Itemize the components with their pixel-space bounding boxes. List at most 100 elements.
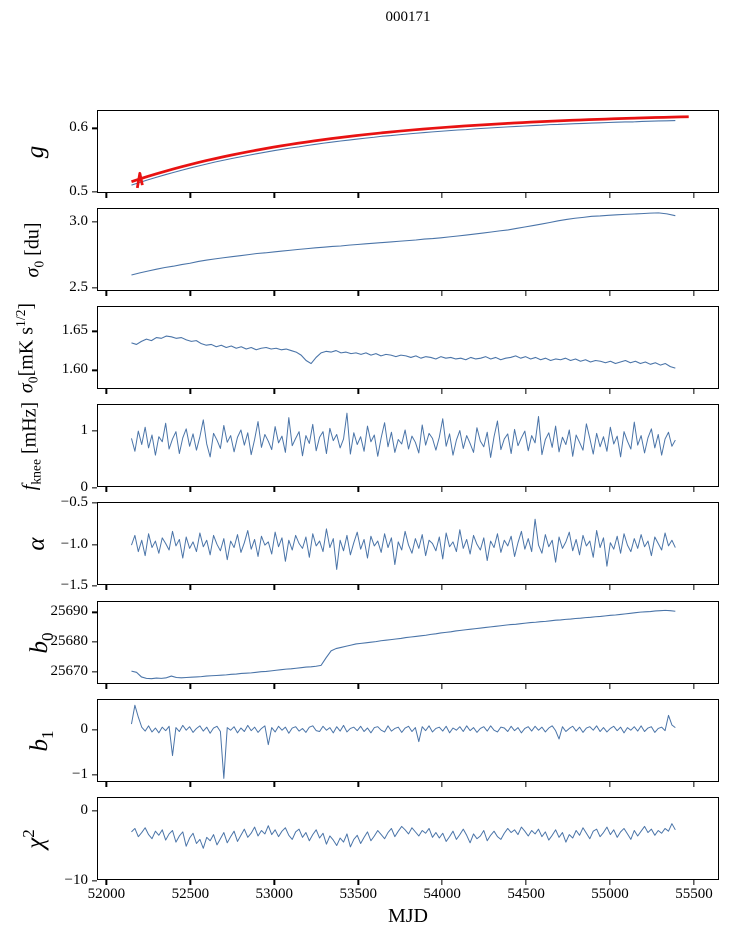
panel-sigma0-du: 2.5 3.0 xyxy=(69,208,719,296)
y-axis-label-b0-var: b xyxy=(26,640,54,654)
panel-alpha-plot xyxy=(131,518,676,570)
y-tick-label: −1.5 xyxy=(60,577,88,594)
x-tick xyxy=(525,782,527,787)
x-tick-label: 52000 xyxy=(87,886,126,902)
y-axis-label-g-var: g xyxy=(22,145,50,158)
y-axis-label-b1-var: b xyxy=(26,738,54,752)
x-tick xyxy=(189,291,191,296)
panel-g-plot xyxy=(131,115,689,189)
x-tick xyxy=(273,782,275,787)
y-tick-label: 0 xyxy=(80,721,89,738)
x-tick-label: 53500 xyxy=(339,886,377,902)
x-tick xyxy=(525,193,527,198)
y-tick-label: 25670 xyxy=(50,662,89,679)
panel-b1-plot xyxy=(130,704,676,779)
chi2-line xyxy=(131,823,676,849)
x-tick xyxy=(693,880,695,885)
panel-fknee-plot xyxy=(130,412,676,458)
y-axis-label-chi2: χ2 xyxy=(19,829,52,849)
y-tick-label: 25690 xyxy=(50,603,89,620)
x-tick xyxy=(273,389,275,394)
y-tick xyxy=(92,671,97,673)
y-tick xyxy=(92,287,97,289)
x-tick xyxy=(693,291,695,296)
x-tick-label: 52500 xyxy=(171,886,210,902)
x-tick xyxy=(609,193,611,198)
y-axis-label-b0-sub: 0 xyxy=(38,632,58,641)
x-axis-label: MJD xyxy=(387,905,428,927)
x-tick xyxy=(273,880,275,885)
y-axis-label-sigma0-du-sub: 0 xyxy=(31,260,47,268)
y-tick-label: 0.5 xyxy=(69,183,88,200)
y-tick xyxy=(92,880,97,882)
y-tick xyxy=(92,369,97,372)
x-tick xyxy=(273,291,275,296)
x-tick xyxy=(105,193,108,198)
x-tick xyxy=(189,193,191,198)
y-tick-label: 3.0 xyxy=(69,213,88,230)
y-axis-label-sigma0-du-unit: [du] xyxy=(21,222,44,261)
y-axis-label-sigma0-du-var: σ xyxy=(21,267,44,277)
sigma0-mk-line xyxy=(131,335,676,369)
figure-title: 000171 xyxy=(385,9,431,25)
y-tick xyxy=(92,429,97,432)
x-tick xyxy=(609,880,611,885)
sigma0-du-line xyxy=(131,212,676,276)
y-tick-label: −1 xyxy=(72,766,88,783)
x-tick-label: 54000 xyxy=(423,886,461,902)
y-axis-label-g: g xyxy=(20,145,52,158)
x-tick xyxy=(105,684,108,689)
x-tick xyxy=(105,291,108,296)
x-tick xyxy=(525,389,527,394)
y-axis-label-alpha: α xyxy=(21,537,53,550)
y-axis-label-alpha-var: α xyxy=(23,536,51,551)
x-tick xyxy=(189,880,191,885)
x-tick xyxy=(357,487,359,492)
x-tick xyxy=(441,193,443,198)
y-tick xyxy=(92,641,97,643)
y-tick xyxy=(92,729,97,731)
x-tick xyxy=(441,389,443,394)
y-tick xyxy=(92,502,97,504)
y-tick xyxy=(92,543,97,546)
x-tick-label: 55000 xyxy=(591,886,629,902)
x-tick xyxy=(609,291,611,296)
panel-b0-plot xyxy=(131,609,676,680)
x-tick xyxy=(105,389,108,394)
panel-alpha: −0.5 −1.0 −1.5 xyxy=(61,495,719,593)
y-tick xyxy=(92,191,97,193)
panel-sigma0-mk: 1.60 1.65 xyxy=(62,306,719,394)
x-tick xyxy=(441,487,443,492)
x-tick xyxy=(273,684,275,689)
x-tick xyxy=(273,585,275,590)
panel-chi2: 0 −10 52000 52500 53000 53500 54000 54500 55000 5… xyxy=(65,797,719,902)
y-axis-label-sigma0-mk-tail: ] xyxy=(15,302,38,310)
y-axis-label-sigma0-mk-sup: 1/2 xyxy=(12,309,28,327)
y-axis-label-b1: b1 xyxy=(24,730,57,752)
y-tick xyxy=(92,330,97,332)
gain-smoothed-start-spike xyxy=(135,171,144,189)
x-tick xyxy=(525,880,527,885)
x-tick xyxy=(273,193,275,198)
x-tick xyxy=(357,389,359,394)
panel-g: 0.5 0.6 xyxy=(69,110,719,199)
x-tick xyxy=(693,684,695,689)
x-tick xyxy=(189,684,191,689)
x-tick xyxy=(609,487,611,492)
y-tick xyxy=(92,810,97,812)
x-tick xyxy=(357,684,359,689)
x-tick-label: 53000 xyxy=(255,886,294,902)
x-tick xyxy=(105,487,108,492)
gain-raw-line xyxy=(131,119,676,186)
y-tick-label: 0.6 xyxy=(69,119,88,136)
b0-line xyxy=(131,609,676,680)
panel-sigma0-mk-plot xyxy=(131,335,676,369)
y-tick-label: 0 xyxy=(80,479,89,496)
x-tick xyxy=(357,782,359,787)
y-tick-label: −1.0 xyxy=(60,535,88,552)
x-tick xyxy=(357,291,359,296)
y-axis-label-b0: b0 xyxy=(24,632,58,654)
x-tick xyxy=(693,782,695,787)
x-tick xyxy=(357,585,359,590)
